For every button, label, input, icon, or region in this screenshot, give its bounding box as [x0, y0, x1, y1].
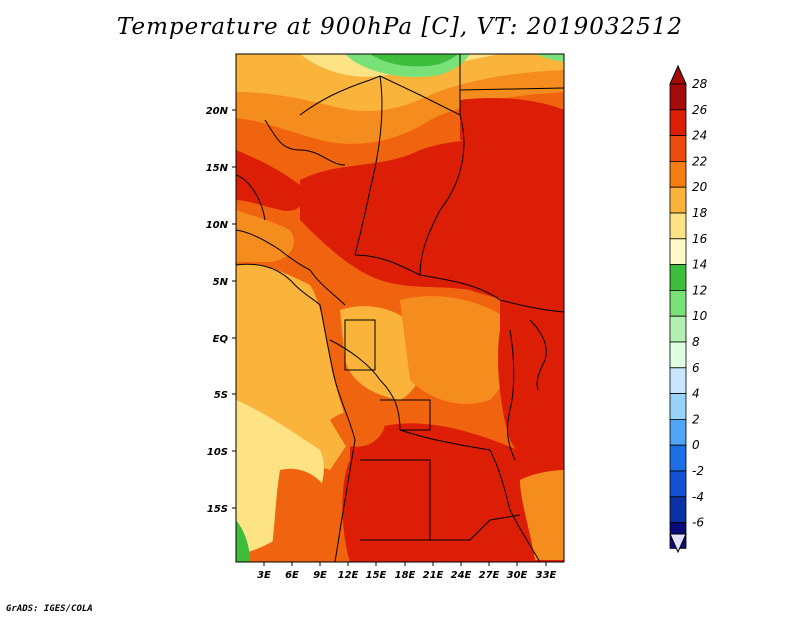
- colorbar-label: 8: [692, 335, 700, 349]
- colorbar-label: 12: [692, 283, 707, 297]
- colorbar-box: [669, 315, 687, 343]
- lat-label: 10S: [207, 447, 228, 458]
- colorbar-label: 0: [692, 438, 700, 452]
- colorbar-box: [669, 470, 687, 498]
- lat-label: 10N: [206, 220, 229, 231]
- map-panel: 20N 15N 10N 5N EQ 5S 10S 15S: [206, 53, 565, 581]
- colorbar-label: 4: [692, 387, 700, 401]
- lon-label: 18E: [395, 570, 416, 581]
- lat-label: 15N: [206, 163, 229, 174]
- lat-label: 5S: [214, 390, 228, 401]
- colorbar-label: 6: [692, 361, 700, 375]
- colorbar-label: 28: [692, 77, 708, 91]
- colorbar-boxes: [669, 83, 687, 549]
- field-congo-east: [400, 296, 514, 404]
- lon-label: 33E: [536, 570, 557, 581]
- colorbar-box: [669, 109, 687, 137]
- colorbar-label: 20: [692, 180, 708, 194]
- colorbar-box: [669, 212, 687, 240]
- map-title: Temperature at 900hPa [C], VT: 201903251…: [116, 14, 684, 40]
- lat-label: 5N: [213, 277, 229, 288]
- colorbar-label: 18: [692, 206, 708, 220]
- field-congo: [340, 306, 424, 400]
- colorbar-box: [669, 496, 687, 523]
- colorbar-label: 26: [692, 103, 708, 117]
- lon-label: 21E: [423, 570, 444, 581]
- field-sw-green: [236, 520, 250, 562]
- colorbar-label: 14: [692, 258, 707, 272]
- lon-label: 27E: [479, 570, 500, 581]
- lon-label: 12E: [338, 570, 359, 581]
- field-west-mid: [236, 210, 294, 262]
- field-sahel-hot: [300, 130, 564, 305]
- field-west-hot: [236, 150, 304, 211]
- lon-label: 15E: [366, 570, 387, 581]
- temperature-field: [236, 54, 564, 562]
- colorbar-box: [669, 444, 687, 472]
- field-sw-orange: [270, 468, 332, 562]
- colorbar-bottom-arrow: [669, 533, 687, 554]
- field-south-hot: [342, 423, 564, 562]
- lat-label: 15S: [207, 504, 228, 515]
- field-ne-hot: [460, 98, 564, 150]
- field-north-darkgreen: [370, 54, 458, 67]
- lat-label: EQ: [213, 334, 229, 345]
- field-south-mid: [330, 410, 385, 447]
- colorbar-box: [669, 264, 687, 291]
- colorbar-box: [669, 367, 687, 394]
- field-north-warm: [236, 54, 564, 112]
- colorbar-label: 16: [692, 232, 708, 246]
- lon-label: 30E: [507, 570, 528, 581]
- colorbar-top-arrow: [669, 64, 687, 85]
- colorbar-box: [669, 341, 687, 369]
- colorbar-label: 10: [692, 309, 708, 323]
- colorbar-box: [669, 186, 687, 214]
- lat-axis: 20N 15N 10N 5N EQ 5S 10S 15S: [206, 106, 236, 515]
- colorbar-label: -2: [692, 464, 704, 478]
- colorbar-box: [669, 393, 687, 420]
- colorbar-box: [669, 83, 687, 111]
- field-se-coast: [520, 470, 564, 560]
- colorbar-label: -4: [692, 490, 704, 504]
- colorbar-label: -6: [692, 516, 704, 530]
- colorbar-box: [669, 418, 687, 446]
- field-ne-green: [536, 54, 564, 62]
- map-frame: [235, 53, 565, 563]
- grads-credit: GrADS: IGES/COLA: [6, 604, 93, 614]
- lon-label: 24E: [451, 570, 472, 581]
- colorbar-box: [669, 160, 687, 188]
- colorbar-box: [669, 135, 687, 162]
- field-east-hot: [498, 297, 564, 470]
- colorbar-label: 2: [692, 412, 700, 426]
- lon-axis: 3E 6E 9E 12E 15E 18E 21E 24E 27E 30E 33E: [257, 562, 557, 581]
- lat-label: 20N: [206, 106, 229, 117]
- colorbar-label: 22: [692, 154, 707, 168]
- lon-label: 6E: [285, 570, 299, 581]
- colorbar-box: [669, 238, 687, 266]
- colorbar-label: 24: [692, 129, 707, 143]
- lon-label: 3E: [257, 570, 271, 581]
- lon-label: 9E: [313, 570, 327, 581]
- colorbar-box: [669, 289, 687, 317]
- country-borders: [236, 54, 564, 562]
